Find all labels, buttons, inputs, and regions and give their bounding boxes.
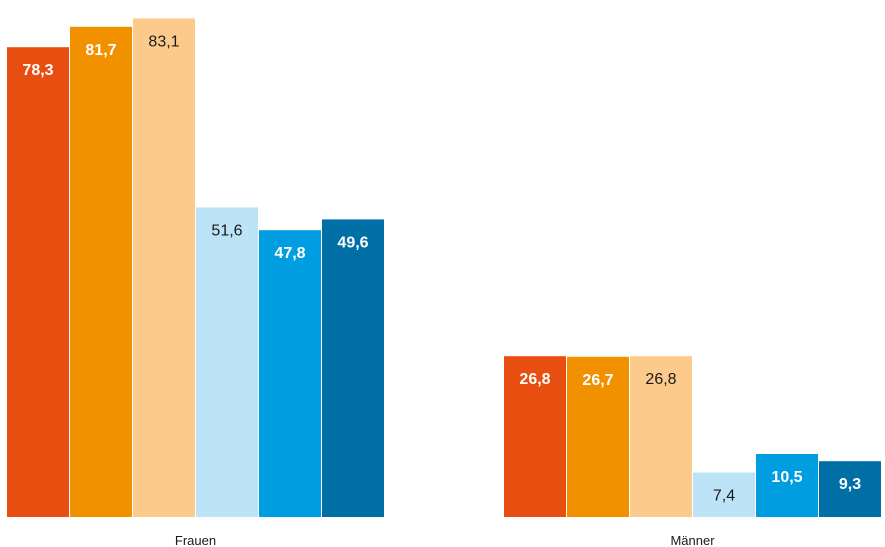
bar-mnner-5 <box>756 454 818 517</box>
value-label: 83,1 <box>148 33 179 50</box>
bar-mnner-3 <box>630 356 692 517</box>
value-label: 7,4 <box>713 488 735 505</box>
bar-mnner-1 <box>504 356 566 517</box>
bars-group <box>7 18 881 518</box>
category-labels-group: Frauen Männer <box>175 533 715 547</box>
value-label: 26,8 <box>519 371 550 388</box>
bar-frauen-1 <box>7 47 69 517</box>
bar-mnner-4 <box>693 472 755 517</box>
bar-frauen-2 <box>70 26 132 518</box>
value-label: 51,6 <box>211 222 242 239</box>
bar-frauen-5 <box>259 230 321 517</box>
value-label: 26,8 <box>645 371 676 388</box>
category-label-frauen: Frauen <box>175 533 216 547</box>
value-label: 81,7 <box>85 42 116 59</box>
value-labels-group: 78,3 81,7 83,1 51,6 47,8 49,6 26,8 26,7 26,8 7,4 1… <box>22 33 861 504</box>
bar-frauen-6 <box>322 219 384 517</box>
value-label: 26,7 <box>582 372 613 389</box>
value-label: 78,3 <box>22 62 53 79</box>
value-label: 47,8 <box>274 245 305 262</box>
bar-frauen-4 <box>196 207 258 517</box>
bar-frauen-3 <box>133 18 195 518</box>
bar-mnner-6 <box>819 461 881 517</box>
category-label-mnner: Männer <box>670 533 715 547</box>
value-label: 10,5 <box>771 469 802 486</box>
value-label: 9,3 <box>839 476 861 493</box>
bar-mnner-2 <box>567 356 629 517</box>
value-label: 49,6 <box>337 234 368 251</box>
